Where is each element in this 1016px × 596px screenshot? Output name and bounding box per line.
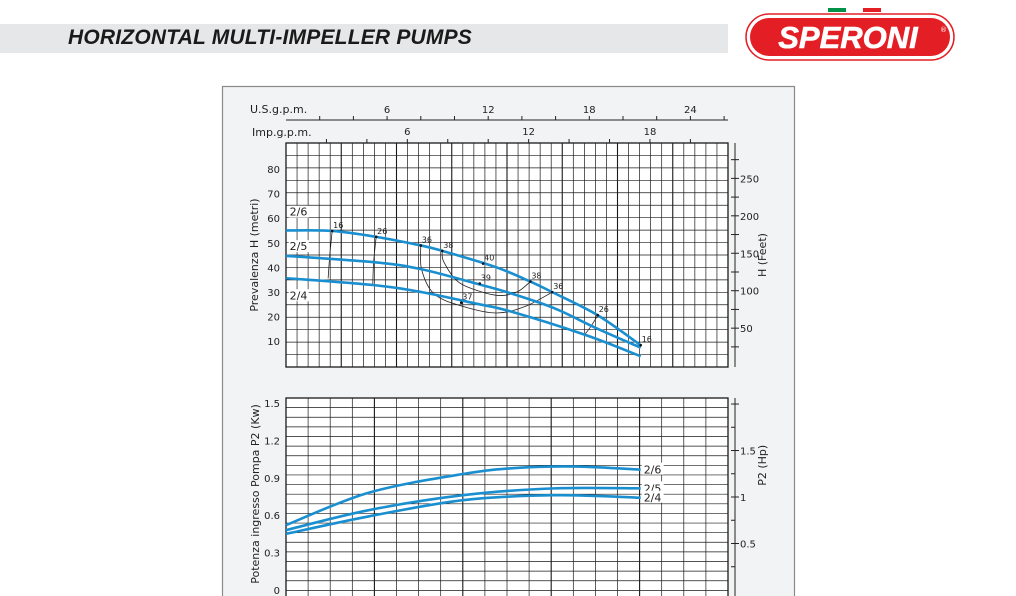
- svg-text:SPERONI: SPERONI: [778, 20, 919, 55]
- efficiency-label: 40: [484, 254, 494, 263]
- hp-tick-label: 1: [740, 493, 746, 504]
- head-tick-label: 10: [267, 337, 280, 348]
- series-label-bg: [641, 462, 664, 475]
- efficiency-label: 38: [531, 272, 541, 281]
- head-tick-label: 30: [267, 288, 280, 299]
- head-tick-label: 70: [267, 190, 280, 201]
- head-tick-label: 50: [267, 239, 280, 250]
- series-label-bg: [288, 205, 309, 218]
- efficiency-point: [639, 343, 642, 347]
- feet-tick-label: 50: [740, 324, 753, 335]
- feet-axis-title: H (Feet): [756, 233, 769, 277]
- feet-tick-label: 150: [740, 249, 759, 260]
- head-tick-label: 80: [267, 165, 280, 176]
- efficiency-label: 26: [377, 227, 387, 236]
- imp-gpm-tick-label: 6: [404, 127, 410, 138]
- feet-tick-label: 200: [740, 212, 759, 223]
- imp-gpm-label: Imp.g.p.m.: [252, 126, 312, 139]
- power-curve-2-4: [285, 493, 641, 536]
- feet-tick-label: 100: [740, 287, 759, 298]
- head-series-label: 2/5: [290, 240, 308, 253]
- efficiency-point: [419, 244, 423, 247]
- efficiency-point: [374, 235, 378, 239]
- power-tick-label: 0.9: [264, 474, 280, 485]
- head-curve-2-6: [285, 229, 642, 347]
- power-series-label: 2/4: [644, 492, 662, 505]
- efficiency-label: 16: [642, 335, 652, 344]
- hp-axis-title: P2 (Hp): [756, 445, 769, 486]
- power-curve-2-6: [285, 465, 641, 527]
- header-bar: HORIZONTAL MULTI-IMPELLER PUMPS: [0, 24, 728, 53]
- power-tick-label: 0: [274, 586, 280, 596]
- efficiency-label: 36: [553, 282, 563, 291]
- head-tick-label: 60: [267, 214, 280, 225]
- power-tick-label: 1.5: [264, 399, 280, 410]
- efficiency-point: [440, 249, 444, 253]
- efficiency-label: 16: [333, 221, 343, 230]
- efficiency-point: [596, 313, 600, 317]
- us-gpm-tick-label: 12: [482, 105, 495, 116]
- page-title: HORIZONTAL MULTI-IMPELLER PUMPS: [68, 26, 473, 49]
- efficiency-label: 26: [599, 305, 609, 314]
- power-curve-2-5: [285, 486, 641, 532]
- head-series-label: 2/4: [290, 289, 308, 302]
- series-label-bg: [641, 481, 664, 494]
- head-axis-title: Prevalenza H (metri): [248, 198, 261, 311]
- series-label-bg: [288, 240, 309, 253]
- power-tick-label: 1.2: [264, 436, 280, 447]
- head-grid: [285, 142, 729, 368]
- head-curve-2-4: [285, 276, 642, 358]
- efficiency-point: [529, 280, 532, 283]
- svg-text:®: ®: [940, 26, 947, 34]
- head-curve-2-5: [285, 254, 642, 349]
- efficiency-label: 39: [481, 274, 491, 283]
- speroni-logo: SPERONI ®: [745, 8, 955, 61]
- hp-tick-label: 1.5: [740, 447, 756, 458]
- head-tick-label: 20: [267, 312, 280, 323]
- power-axis-title: Potenza ingresso Pompa P2 (Kw): [249, 404, 262, 584]
- efficiency-curve: [327, 230, 333, 279]
- efficiency-point: [459, 301, 463, 305]
- efficiency-curve: [441, 250, 531, 296]
- us-gpm-tick-label: 6: [384, 105, 390, 116]
- feet-tick-label: 250: [740, 174, 759, 185]
- head-tick-label: 40: [267, 263, 280, 274]
- efficiency-point: [478, 282, 482, 285]
- efficiency-label: 37: [462, 293, 472, 302]
- imp-gpm-tick-label: 18: [644, 127, 657, 138]
- us-gpm-tick-label: 18: [583, 105, 596, 116]
- efficiency-label: 38: [443, 241, 453, 250]
- series-label-bg: [288, 289, 309, 302]
- efficiency-point: [330, 229, 334, 233]
- efficiency-point: [550, 290, 554, 294]
- us-gpm-tick-label: 24: [684, 105, 697, 116]
- imp-gpm-tick-label: 12: [522, 127, 535, 138]
- efficiency-label: 36: [422, 235, 432, 244]
- us-gpm-label: U.S.g.p.m.: [250, 103, 307, 116]
- hp-tick-label: 0.5: [740, 540, 756, 551]
- series-label-bg: [641, 490, 664, 503]
- power-tick-label: 0.3: [264, 549, 280, 560]
- power-tick-label: 0.6: [264, 511, 280, 522]
- head-series-label: 2/6: [290, 206, 308, 219]
- efficiency-point: [481, 262, 485, 265]
- power-series-label: 2/6: [644, 464, 662, 477]
